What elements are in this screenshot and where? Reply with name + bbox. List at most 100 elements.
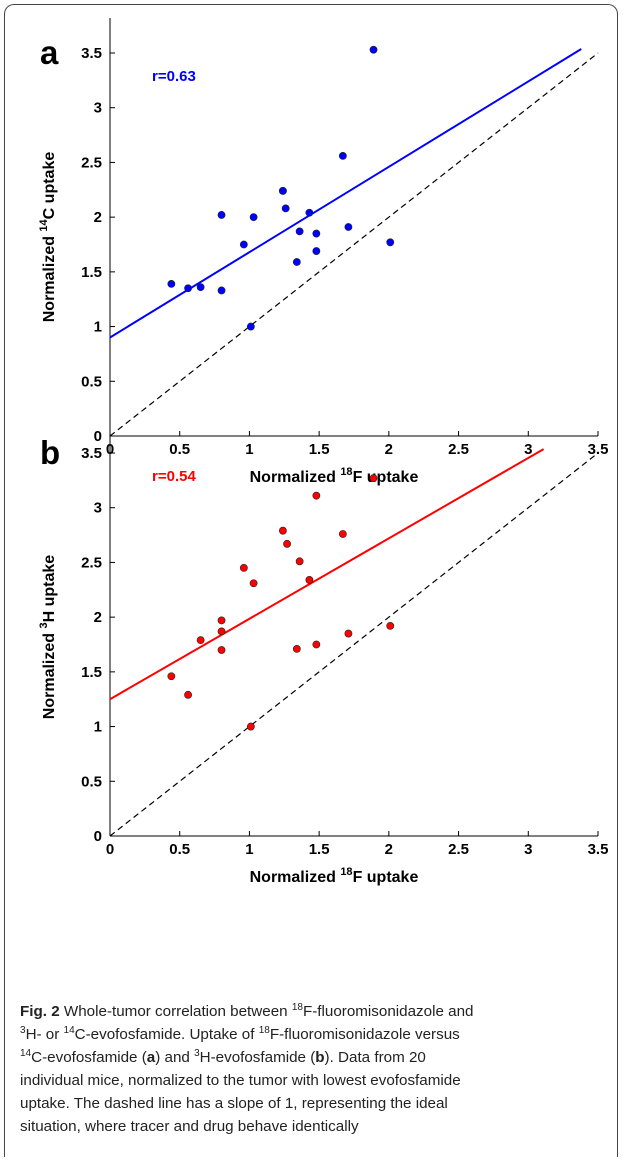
caption-line: individual mice, normalized to the tumor… <box>20 1072 461 1089</box>
x-tick-label: 1.5 <box>309 441 330 458</box>
y-tick-label: 2 <box>94 609 102 626</box>
caption-sup: 18 <box>258 1025 270 1036</box>
data-point <box>196 283 205 292</box>
x-tick-label: 3.5 <box>588 841 609 858</box>
caption-text: H- or <box>25 1026 64 1043</box>
caption-panel-ref: a <box>146 1049 156 1066</box>
data-point <box>312 491 321 500</box>
y-tick-label: 0 <box>94 428 102 445</box>
data-point <box>217 286 226 295</box>
figure-frame <box>4 4 618 1157</box>
caption-sup: 3 <box>20 1025 26 1036</box>
data-point <box>369 45 378 54</box>
x-tick-label: 2 <box>385 841 393 858</box>
y-tick-label: 3.5 <box>81 45 102 62</box>
data-point <box>184 284 192 293</box>
data-point <box>386 621 395 630</box>
y-tick-label: 2.5 <box>81 154 102 171</box>
caption-sup: 14 <box>20 1048 32 1059</box>
y-tick-label: 3.5 <box>81 445 102 462</box>
data-point <box>196 636 205 645</box>
x-tick-label: 3 <box>524 441 532 458</box>
panel-letter: b <box>40 434 60 471</box>
data-point <box>305 208 314 217</box>
x-tick-label: 3 <box>524 841 532 858</box>
regression-line <box>109 48 582 339</box>
data-point <box>217 616 226 625</box>
data-point <box>167 279 176 288</box>
x-tick-label: 0 <box>106 841 114 858</box>
panel-letter: a <box>40 34 59 71</box>
y-tick-label: 1.5 <box>81 264 102 281</box>
y-tick-label: 0.5 <box>81 373 102 390</box>
y-tick-label: 2.5 <box>81 554 102 571</box>
data-point <box>292 644 301 653</box>
x-tick-label: 1.5 <box>309 841 330 858</box>
data-point <box>249 213 258 222</box>
caption-sup: 14 <box>63 1025 75 1036</box>
caption-line: Fig. 2 Whole-tumor correlation between 1… <box>20 1000 616 1023</box>
correlation-label: r=0.54 <box>152 468 196 485</box>
x-tick-label: 0.5 <box>169 841 190 858</box>
data-point <box>295 227 304 236</box>
caption-text: C-evofosfamide. Uptake of <box>74 1026 259 1043</box>
x-tick-label: 1 <box>245 441 253 458</box>
data-point <box>344 223 353 231</box>
caption-line: 3H- or 14C-evofosfamide. Uptake of 18F-f… <box>20 1023 616 1046</box>
y-tick-label: 1 <box>94 319 102 336</box>
data-point <box>312 229 321 238</box>
x-axis-label: Normalized 18F uptake <box>250 466 419 486</box>
data-point <box>338 151 347 160</box>
data-point <box>338 530 347 538</box>
caption-line: 14C-evofosfamide (a) and 3H-evofosfamide… <box>20 1046 616 1069</box>
y-tick-label: 3 <box>94 100 102 117</box>
data-point <box>217 646 226 654</box>
x-tick-label: 3.5 <box>588 441 609 458</box>
data-point <box>246 322 255 331</box>
caption-fig-label: Fig. 2 <box>20 1003 60 1020</box>
y-tick-label: 1 <box>94 719 102 736</box>
data-point <box>292 258 301 266</box>
identity-line <box>109 52 599 437</box>
data-point <box>386 238 395 247</box>
regression-line <box>109 448 545 701</box>
caption-text: C-evofosfamide ( <box>31 1049 147 1066</box>
x-tick-label: 1 <box>245 841 253 858</box>
y-axis-label: Normalized 14C uptake <box>38 152 58 323</box>
data-point <box>239 240 248 249</box>
x-tick-label: 0.5 <box>169 441 190 458</box>
y-tick-label: 3 <box>94 500 102 517</box>
data-point <box>344 629 353 638</box>
y-tick-label: 0.5 <box>81 773 102 790</box>
data-point <box>295 557 304 566</box>
caption-panel-ref: b <box>315 1049 325 1066</box>
correlation-label: r=0.63 <box>152 68 196 85</box>
caption-sup: 18 <box>291 1002 303 1013</box>
data-point <box>278 526 287 535</box>
data-point <box>312 247 321 255</box>
figure-svg: 000.50.5111.51.5222.52.5333.53.5r=0.63aN… <box>38 18 609 886</box>
data-point <box>217 627 226 636</box>
data-point <box>239 564 248 572</box>
y-tick-label: 2 <box>94 209 102 226</box>
data-point <box>167 672 176 681</box>
y-axis-label: Normalized 3H uptake <box>38 555 58 719</box>
data-point <box>278 186 287 195</box>
caption-text: F-fluoromisonidazole versus <box>269 1026 460 1043</box>
x-tick-label: 2.5 <box>448 841 469 858</box>
data-point <box>312 640 321 649</box>
caption-text: Whole-tumor correlation between <box>59 1003 292 1020</box>
data-point <box>246 722 255 731</box>
figure-caption: Fig. 2 Whole-tumor correlation between 1… <box>20 1000 616 1138</box>
data-point <box>217 211 226 219</box>
identity-line <box>109 452 599 837</box>
data-point <box>249 579 258 588</box>
x-axis-label: Normalized 18F uptake <box>250 866 419 886</box>
data-point <box>305 576 314 584</box>
data-point <box>184 690 192 699</box>
data-point <box>281 204 290 213</box>
data-point <box>283 539 291 548</box>
x-tick-label: 2 <box>385 441 393 458</box>
y-tick-label: 0 <box>94 828 102 845</box>
caption-text: ) and <box>155 1049 195 1066</box>
